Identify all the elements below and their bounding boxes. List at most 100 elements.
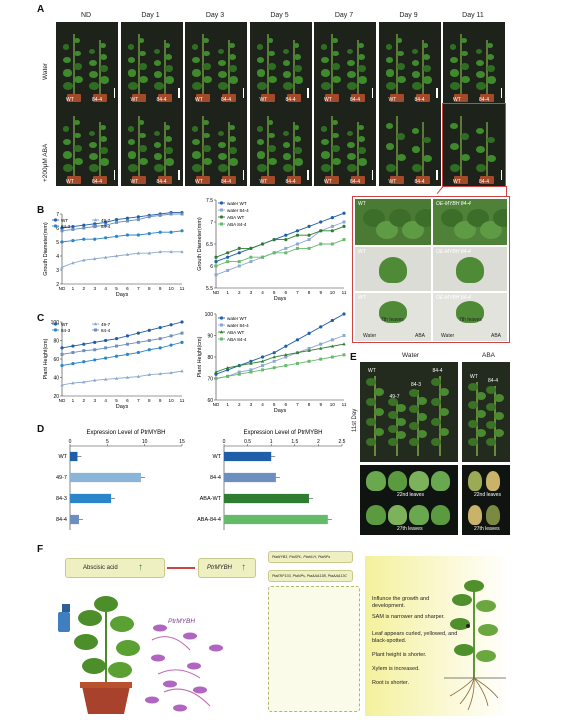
stem [421, 122, 424, 180]
bar [224, 451, 272, 462]
x-tick-label: 2 [83, 286, 86, 291]
leaf [422, 54, 430, 60]
legend-label: 49-7 [101, 322, 111, 327]
right-plant-illustration [444, 580, 506, 711]
leaf [422, 76, 432, 84]
data-point [260, 355, 265, 359]
y-tick-label: 60 [207, 398, 213, 404]
leaf [347, 164, 357, 172]
bar [70, 514, 79, 525]
scale-bar [436, 170, 438, 180]
leaf [229, 76, 239, 84]
data-point [319, 325, 323, 329]
plant-photo: WT 84-4 [314, 104, 376, 186]
data-point [125, 352, 130, 356]
data-point [260, 242, 265, 246]
data-point [93, 237, 97, 241]
bar [224, 472, 276, 483]
leaf [438, 388, 449, 396]
leaf [358, 76, 368, 84]
data-point [272, 355, 276, 359]
data-point [136, 350, 140, 355]
legend-label: ABA 84-4 [227, 222, 247, 227]
legend-marker [94, 224, 97, 228]
leaf [321, 82, 331, 90]
leaf [229, 65, 238, 72]
x-tick-label: 4 [261, 402, 264, 407]
legend-label: water 84-4 [227, 208, 249, 213]
e-col-aba: ABA [482, 352, 496, 359]
leaf [387, 438, 398, 446]
leaf [332, 75, 342, 84]
leaf [282, 48, 289, 54]
leaf [108, 662, 132, 678]
chart-b-left: 2 3 4 5 6 7 ND 1 2 3 4 5 6 7 8 9 10 11 Days Grouth Diameter… [43, 211, 185, 298]
leaf [256, 151, 266, 159]
plant-label: WT [195, 179, 203, 185]
x-tick-label: 7 [137, 286, 140, 291]
leaf [203, 120, 209, 125]
category-label: WT [58, 454, 67, 460]
genes-up-box: PtaMYB3, PtaSPL, PtaHLH, PtaNPs [268, 551, 353, 563]
data-point [307, 246, 311, 250]
leaf [192, 164, 202, 172]
plant-label: 84-4 [432, 368, 443, 374]
leaf [89, 152, 98, 160]
root [459, 677, 475, 705]
data-point [71, 225, 75, 229]
leaf [461, 153, 471, 162]
plant [449, 34, 473, 98]
leaf [396, 75, 406, 84]
genes-down-box: PtaERF103, PtaNPs, PtaAAA13B, PtaAAA13C [268, 570, 353, 582]
legend-marker [219, 316, 224, 320]
x-tick-label: 0.5 [244, 439, 251, 445]
leaf [468, 471, 482, 491]
data-point [330, 355, 334, 359]
y-tick-label: 6.5 [206, 242, 213, 248]
plant [430, 376, 449, 456]
leaf [385, 143, 395, 151]
leaf [476, 70, 485, 78]
leaf [486, 385, 496, 394]
day-label: Day 11 [462, 12, 484, 19]
x-tick-label: 8 [148, 286, 151, 291]
scale-bar [113, 88, 115, 98]
series-line [61, 321, 183, 349]
x-tick-label: ND [59, 398, 66, 403]
data-point [214, 264, 218, 268]
day-label: Day 1 [141, 12, 160, 19]
stem [460, 116, 462, 180]
y-tick-label: 6 [56, 226, 59, 232]
pot [454, 94, 468, 102]
y-tick-label: 90 [207, 333, 213, 339]
spray-bottle-icon [58, 612, 70, 632]
plant-label: 84-4 [285, 179, 296, 185]
x-tick-label: 9 [159, 286, 162, 291]
category-label: 84-4 [56, 517, 67, 523]
plant-photo: WT 84-4 [442, 103, 506, 187]
leaf [203, 145, 212, 152]
series-line [215, 221, 345, 276]
x-tick-label: 4 [104, 286, 107, 291]
leaf [411, 59, 420, 66]
data-point [60, 229, 64, 233]
x-tick-label: 8 [308, 402, 311, 407]
leaf [153, 130, 160, 136]
leaf [164, 147, 173, 154]
leaf [366, 378, 376, 386]
black-spot [466, 624, 470, 628]
data-point [147, 348, 151, 352]
data-point [307, 238, 311, 242]
leaf [203, 75, 213, 84]
leaf [321, 126, 328, 132]
x-tick-label: 10 [169, 398, 175, 403]
data-point [158, 230, 162, 234]
leaf [229, 54, 236, 60]
data-point [249, 359, 253, 363]
plant-label: 84-3 [411, 382, 422, 388]
pot [415, 176, 430, 184]
leaf [100, 125, 106, 130]
plant-label: 84-4 [350, 97, 361, 103]
leaf [395, 417, 406, 426]
leaf [450, 618, 470, 630]
